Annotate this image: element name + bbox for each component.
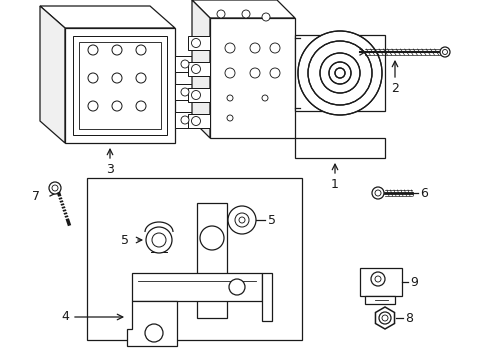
Circle shape: [112, 45, 122, 55]
Circle shape: [191, 117, 200, 126]
Polygon shape: [197, 203, 226, 318]
Circle shape: [334, 68, 345, 78]
Polygon shape: [192, 0, 294, 18]
Circle shape: [88, 101, 98, 111]
Circle shape: [52, 185, 58, 191]
Circle shape: [136, 101, 146, 111]
Circle shape: [181, 60, 189, 68]
Circle shape: [136, 45, 146, 55]
Polygon shape: [364, 296, 394, 304]
Polygon shape: [65, 28, 175, 143]
Circle shape: [181, 88, 189, 96]
Circle shape: [381, 315, 387, 321]
Circle shape: [378, 312, 390, 324]
Circle shape: [297, 31, 381, 115]
Circle shape: [226, 95, 232, 101]
Circle shape: [226, 115, 232, 121]
Circle shape: [181, 116, 189, 124]
Polygon shape: [187, 36, 209, 50]
Circle shape: [370, 272, 384, 286]
Circle shape: [439, 47, 449, 57]
Bar: [359, 268, 401, 296]
Text: 5: 5: [267, 213, 275, 226]
Polygon shape: [192, 0, 209, 138]
Polygon shape: [187, 88, 209, 102]
Circle shape: [136, 73, 146, 83]
Polygon shape: [73, 36, 167, 135]
Text: 4: 4: [61, 310, 69, 324]
Circle shape: [145, 324, 163, 342]
Circle shape: [371, 187, 383, 199]
Circle shape: [146, 227, 172, 253]
Circle shape: [88, 45, 98, 55]
Polygon shape: [127, 301, 177, 346]
Bar: [87, 178, 302, 340]
Text: 6: 6: [419, 186, 427, 199]
Text: 3: 3: [106, 163, 114, 176]
Polygon shape: [187, 114, 209, 128]
Circle shape: [217, 10, 224, 18]
Circle shape: [249, 43, 260, 53]
Circle shape: [227, 206, 256, 234]
Text: 9: 9: [409, 275, 417, 288]
Circle shape: [112, 101, 122, 111]
Polygon shape: [262, 273, 271, 321]
Circle shape: [374, 276, 380, 282]
Circle shape: [191, 64, 200, 73]
Circle shape: [249, 68, 260, 78]
Polygon shape: [294, 138, 384, 158]
Polygon shape: [294, 35, 384, 111]
Polygon shape: [375, 307, 394, 329]
Circle shape: [307, 41, 371, 105]
Circle shape: [191, 39, 200, 48]
Circle shape: [239, 217, 244, 223]
Circle shape: [242, 10, 249, 18]
Circle shape: [112, 73, 122, 83]
Polygon shape: [175, 84, 195, 100]
Circle shape: [200, 226, 224, 250]
Text: 8: 8: [404, 311, 412, 324]
Circle shape: [262, 95, 267, 101]
Circle shape: [191, 90, 200, 99]
Circle shape: [269, 43, 280, 53]
Circle shape: [88, 73, 98, 83]
Circle shape: [224, 43, 235, 53]
Circle shape: [152, 233, 165, 247]
Circle shape: [262, 13, 269, 21]
Text: 7: 7: [32, 189, 40, 202]
Polygon shape: [40, 6, 65, 143]
Circle shape: [228, 279, 244, 295]
Circle shape: [269, 68, 280, 78]
Circle shape: [374, 190, 380, 196]
Circle shape: [442, 50, 447, 54]
Text: 5: 5: [121, 234, 129, 247]
Polygon shape: [40, 6, 175, 28]
Text: 1: 1: [330, 178, 338, 191]
Circle shape: [319, 53, 359, 93]
Polygon shape: [187, 62, 209, 76]
Polygon shape: [175, 112, 195, 128]
Polygon shape: [79, 42, 161, 129]
Text: 2: 2: [390, 82, 398, 95]
Polygon shape: [175, 56, 195, 72]
Circle shape: [235, 213, 248, 227]
Polygon shape: [209, 18, 294, 138]
Circle shape: [49, 182, 61, 194]
Circle shape: [224, 68, 235, 78]
Polygon shape: [132, 273, 262, 301]
Circle shape: [328, 62, 350, 84]
